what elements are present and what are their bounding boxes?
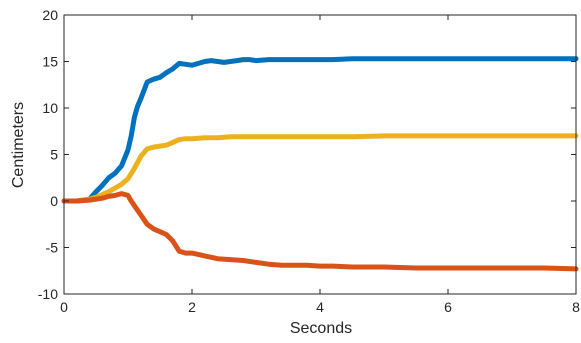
y-tick-label: 5	[50, 147, 58, 163]
x-tick-label: 4	[316, 299, 324, 315]
x-tick-label: 0	[60, 299, 68, 315]
series-line-3	[61, 191, 579, 272]
y-axis-label: Centimeters	[10, 102, 27, 188]
x-tick-label: 8	[572, 299, 580, 315]
series-line-2	[61, 133, 579, 204]
series-line-1	[61, 56, 579, 204]
y-tick-label: 15	[42, 54, 58, 70]
x-axis-label: Seconds	[290, 320, 352, 337]
y-tick-label: 10	[42, 100, 58, 116]
x-tick-label: 6	[444, 299, 452, 315]
y-tick-label: -5	[46, 240, 59, 256]
x-tick-label: 2	[188, 299, 196, 315]
y-tick-label: -10	[38, 286, 58, 302]
y-tick-label: 20	[42, 7, 58, 23]
series-layer	[61, 56, 579, 272]
ticks: 0 2 4 6 8 -10 -5 0 5 10 15 20	[38, 7, 580, 315]
y-tick-label: 0	[50, 193, 58, 209]
